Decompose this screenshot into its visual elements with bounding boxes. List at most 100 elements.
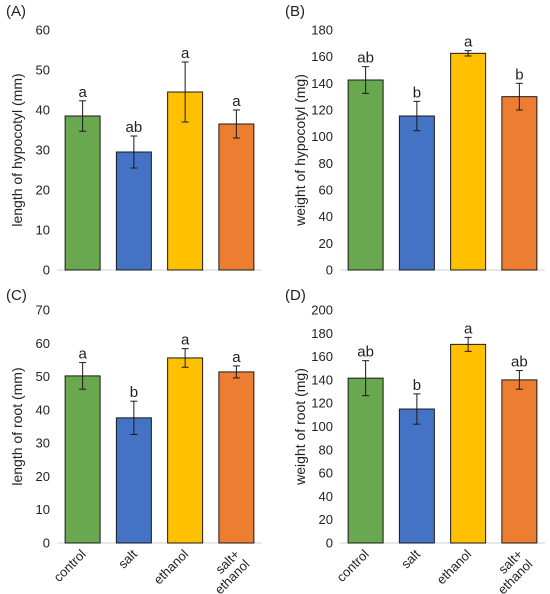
bar [64, 115, 101, 271]
y-axis-label: length of hypocotyl (mm) [9, 73, 25, 226]
y-tick-label: 160 [311, 349, 333, 364]
bar [347, 377, 384, 544]
y-tick-label: 180 [311, 23, 333, 38]
y-tick-label: 140 [311, 372, 333, 387]
y-tick-label: 100 [311, 129, 333, 144]
y-tick-label: 50 [36, 369, 50, 384]
significance-label: b [130, 384, 138, 401]
panel-label: (A) [6, 3, 26, 20]
significance-label: a [78, 84, 87, 101]
y-tick-label: 60 [319, 466, 333, 481]
bar [398, 408, 435, 544]
panel-label: (D) [285, 287, 306, 304]
y-tick-label: 20 [319, 236, 333, 251]
y-tick-label: 40 [319, 209, 333, 224]
y-tick-label: 60 [36, 336, 50, 351]
y-axis-label: weight of hypocotyl (mg) [292, 74, 308, 227]
bar [347, 79, 384, 271]
bar [450, 52, 487, 271]
y-tick-label: 20 [36, 469, 50, 484]
y-tick-label: 40 [319, 489, 333, 504]
error-bar [464, 336, 472, 352]
y-tick-label: 20 [36, 183, 50, 198]
error-bar [79, 362, 87, 390]
y-tick-label: 140 [311, 76, 333, 91]
panel-1: (A) 0 10 20 30 40 50 60 length of hypocotyl (mm)… [6, 3, 262, 278]
bar [167, 357, 204, 544]
y-tick-label: 60 [319, 183, 333, 198]
y-tick-label: 40 [36, 103, 50, 118]
y-tick-label: 0 [43, 536, 50, 551]
bar [115, 417, 152, 544]
category-label: control [334, 546, 372, 584]
y-tick-label: 60 [36, 23, 50, 38]
panel-label: (C) [6, 287, 27, 304]
y-tick-label: 200 [311, 303, 333, 318]
y-tick-label: 30 [36, 436, 50, 451]
significance-label: ab [357, 344, 374, 361]
significance-label: a [181, 332, 190, 349]
y-tick-label: 80 [319, 156, 333, 171]
bar [115, 151, 152, 271]
category-label: salt [115, 546, 140, 571]
y-axis-label: length of root (mm) [9, 367, 25, 485]
y-tick-label: 70 [36, 303, 50, 318]
bar [398, 115, 435, 271]
error-bar [515, 82, 523, 111]
y-tick-label: 0 [326, 536, 333, 551]
error-bar [413, 393, 421, 425]
error-bar [232, 109, 240, 139]
y-tick-label: 120 [311, 396, 333, 411]
y-tick-label: 0 [43, 263, 50, 278]
category-label: salt+ethanol [202, 546, 253, 594]
significance-label: a [232, 349, 241, 366]
y-tick-label: 40 [36, 402, 50, 417]
category-label: salt [398, 546, 423, 571]
error-bar [232, 365, 240, 379]
significance-label: a [464, 320, 473, 337]
y-tick-label: 180 [311, 326, 333, 341]
significance-label: a [232, 93, 241, 110]
significance-label: b [413, 377, 421, 394]
significance-label: b [413, 84, 421, 101]
significance-label: ab [511, 354, 528, 371]
y-axis-label: weight of root (mg) [292, 368, 308, 486]
category-label: ethanol [150, 546, 191, 587]
bar [501, 96, 538, 271]
significance-label: a [181, 45, 190, 62]
error-bar [130, 400, 138, 435]
y-tick-label: 80 [319, 442, 333, 457]
y-tick-label: 160 [311, 49, 333, 64]
category-label: control [51, 546, 89, 584]
significance-label: b [515, 66, 523, 83]
panel-3: (C) 0 10 20 30 40 50 60 70 length of root (mm) a co… [6, 287, 262, 594]
bar [218, 371, 255, 544]
bar [218, 123, 255, 271]
y-tick-label: 50 [36, 63, 50, 78]
y-tick-label: 20 [319, 512, 333, 527]
panel-label: (B) [285, 3, 305, 20]
y-tick-label: 30 [36, 143, 50, 158]
error-bar [464, 50, 472, 57]
y-tick-label: 10 [36, 502, 50, 517]
error-bar [181, 61, 189, 123]
significance-label: a [464, 34, 473, 51]
error-bar [362, 66, 370, 94]
bar [501, 379, 538, 544]
error-bar [79, 100, 87, 132]
y-tick-label: 0 [326, 263, 333, 278]
bar [64, 375, 101, 544]
error-bar [515, 370, 523, 390]
panel-4: (D) 0 20 40 60 80 100 120 140 160 180 200 weight of … [285, 287, 545, 594]
error-bar [181, 348, 189, 368]
panel-2: (B) 0 20 40 60 80 100 120 140 160 180 weight of hyp… [285, 3, 545, 278]
significance-label: a [78, 346, 87, 363]
category-label: salt+ethanol [485, 546, 536, 594]
bar [450, 343, 487, 544]
error-bar [130, 135, 138, 169]
error-bar [413, 100, 421, 132]
y-tick-label: 10 [36, 223, 50, 238]
significance-label: ab [126, 119, 143, 136]
error-bar [362, 360, 370, 397]
